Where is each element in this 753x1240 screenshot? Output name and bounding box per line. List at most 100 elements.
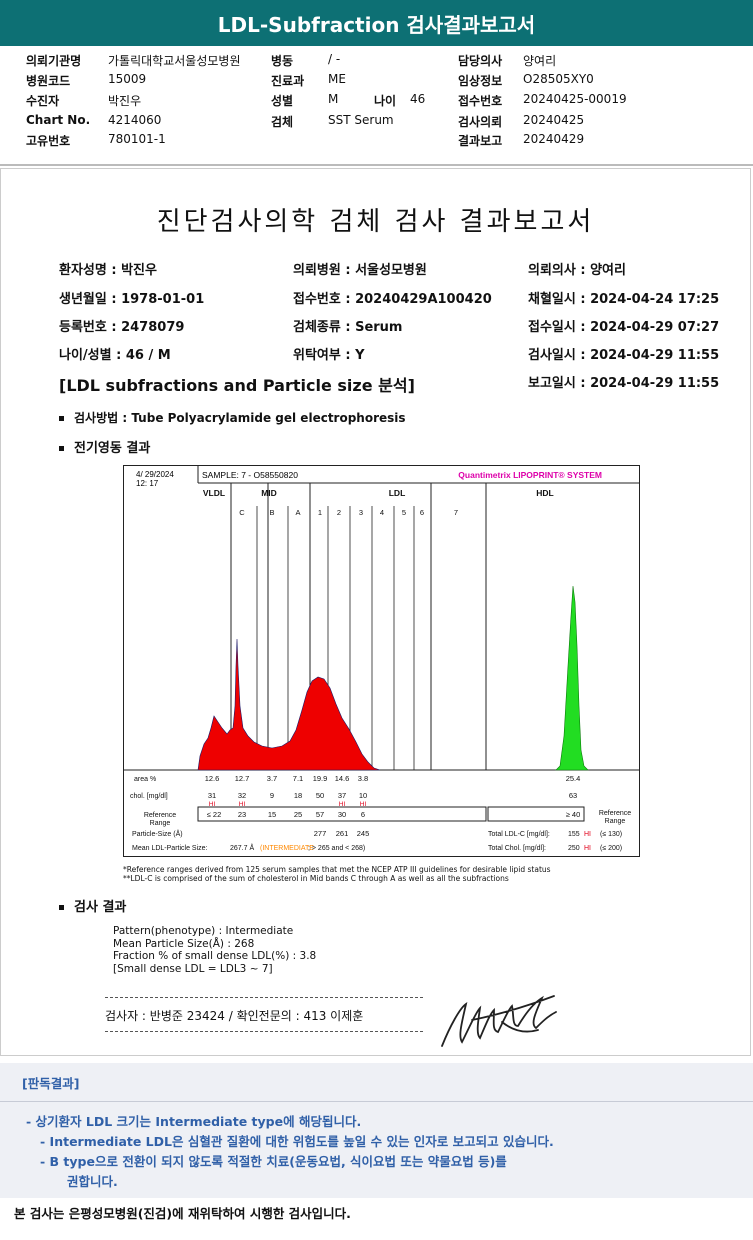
- info-draw-time: 채혈일시 : 2024-04-24 17:25: [528, 292, 720, 307]
- hdr-value: O28505XY0: [523, 72, 594, 86]
- info-receipt-no: 접수번호 : 20240429A100420: [293, 292, 492, 307]
- ref-box-hdl: [487, 806, 585, 822]
- bottom-note: 본 검사는 은평성모병원(진검)에 재위탁하여 시행한 검사입니다.: [14, 1206, 351, 1221]
- dashed-rule: [105, 1031, 423, 1032]
- info-receipt-time: 접수일시 : 2024-04-29 07:27: [528, 320, 720, 335]
- signer-line: 검사자 : 반병준 23424 / 확인전문의 : 413 이제훈: [105, 1009, 364, 1023]
- band-label: 1: [318, 508, 322, 517]
- method-text: 검사방법 : Tube Polyacrylamide gel electroph…: [74, 411, 406, 425]
- patient-header: 의뢰기관명 가톨릭대학교서울성모병원 병원코드 15009 수진자 박진우 Ch…: [0, 52, 753, 156]
- band-label: 2: [337, 508, 341, 517]
- footnote-1: *Reference ranges derived from 125 serum…: [123, 865, 551, 874]
- ref-box-ldl: [197, 806, 487, 822]
- total-ldl-value: 155: [568, 831, 580, 838]
- hdr-value: ME: [328, 72, 346, 86]
- area-value: 19.9: [313, 774, 328, 783]
- hdr-label: 의뢰기관명: [26, 54, 82, 68]
- right-ref-label: Reference: [599, 810, 631, 817]
- hi-flag: HI: [584, 831, 591, 838]
- ref-value: 57: [316, 810, 324, 819]
- area-value: 3.8: [358, 774, 368, 783]
- chart-brand: Quantimetrix LIPOPRINT® SYSTEM: [458, 470, 602, 480]
- lipoprint-chart: 4/ 29/2024 12: 17 SAMPLE: 7 - O58550820 …: [123, 465, 640, 857]
- hdr-value: / -: [328, 52, 341, 66]
- group-label: MID: [261, 488, 277, 498]
- hdr-label: 임상정보: [458, 74, 503, 88]
- psize-value: 245: [357, 829, 370, 838]
- area-value: 12.7: [235, 774, 250, 783]
- hdr-value: 가톨릭대학교서울성모병원: [108, 54, 241, 68]
- ref-value: ≤ 22: [207, 810, 222, 819]
- hdr-value: 15009: [108, 72, 147, 86]
- result-heading: 검사 결과: [59, 896, 126, 915]
- info-age-sex: 나이/성별 : 46 / M: [59, 348, 171, 363]
- result-line: [Small dense LDL = LDL3 ~ 7]: [113, 962, 273, 975]
- hdr-value: 20240425: [523, 113, 585, 127]
- hi-flag: HI: [584, 845, 591, 852]
- area-value: 14.6: [335, 774, 350, 783]
- band-label: 7: [454, 508, 458, 517]
- hdr-label: 결과보고: [458, 134, 503, 148]
- area-value: 3.7: [267, 774, 277, 783]
- document-title: 진단검사의학 검체 검사 결과보고서: [156, 207, 595, 237]
- hdr-value: 양여리: [523, 54, 557, 68]
- ref-value: 23: [238, 810, 246, 819]
- area-value: 12.6: [205, 774, 220, 783]
- band-label: 3: [359, 508, 363, 517]
- hdr-value: 20240425-00019: [523, 92, 627, 106]
- hi-flag: HI: [239, 801, 246, 808]
- band-label: C: [239, 508, 245, 517]
- area-label: area %: [134, 776, 156, 783]
- hdr-label: 접수번호: [458, 94, 503, 108]
- hdr-label: 담당의사: [458, 54, 503, 68]
- band-label: 5: [402, 508, 406, 517]
- interpretation-title: [판독결과]: [22, 1076, 80, 1091]
- chol-label: chol. [mg/dl]: [130, 793, 168, 800]
- chart-footnotes: *Reference ranges derived from 125 serum…: [123, 865, 551, 883]
- mean-label: Mean LDL-Particle Size:: [132, 845, 208, 852]
- area-value: 7.1: [293, 774, 303, 783]
- info-reg-no: 등록번호 : 2478079: [59, 320, 185, 335]
- chol-value: 10: [359, 791, 367, 800]
- chol-value: 50: [316, 791, 324, 800]
- divider: [0, 1101, 753, 1102]
- psize-value: 261: [336, 829, 349, 838]
- hi-flag: HI: [360, 801, 367, 808]
- chart-date: 4/ 29/2024: [136, 470, 174, 479]
- hi-flag: HI: [209, 801, 216, 808]
- ldl-curve: [197, 638, 381, 771]
- info-hospital: 의뢰병원 : 서울성모병원: [293, 263, 427, 278]
- info-consign: 위탁여부 : Y: [293, 348, 365, 363]
- bullet-icon: [59, 905, 64, 910]
- hdr-value: 박진우: [108, 94, 142, 108]
- mean-value: 267.7 Å: [230, 843, 254, 852]
- interpretation-line: - B type으로 전환이 되지 않도록 적절한 치료(운동요법, 식이요법 …: [40, 1154, 507, 1169]
- group-label: HDL: [536, 488, 553, 498]
- result-line: Fraction % of small dense LDL(%) : 3.8: [113, 950, 317, 962]
- info-birth: 생년월일 : 1978-01-01: [59, 292, 205, 307]
- ref-label: Range: [150, 820, 171, 827]
- chart-time: 12: 17: [136, 479, 159, 488]
- bullet-icon: [59, 416, 64, 421]
- hdr-label: 수진자: [26, 94, 60, 108]
- electro-heading: 전기영동 결과: [59, 437, 150, 456]
- result-summary: Pattern(phenotype) : Intermediate Mean P…: [113, 925, 316, 975]
- ref-value: 6: [361, 810, 365, 819]
- ref-value: 25: [294, 810, 302, 819]
- chart-sample: SAMPLE: 7 - O58550820: [202, 470, 298, 480]
- hdl-curve: [555, 585, 589, 771]
- total-ldl-label: Total LDL-C [mg/dl]:: [488, 831, 550, 838]
- bullet-icon: [59, 446, 64, 451]
- interpretation-line: 권합니다.: [67, 1174, 118, 1189]
- psize-label: Particle-Size (Å): [132, 829, 183, 838]
- result-line: Pattern(phenotype) : Intermediate: [113, 925, 294, 937]
- chol-value: 9: [270, 791, 274, 800]
- area-value: 25.4: [566, 774, 581, 783]
- interpretation-line: - Intermediate LDL은 심혈관 질환에 대한 위험도를 높일 수…: [40, 1134, 554, 1149]
- result-line: Mean Particle Size(Å) : 268: [113, 937, 255, 950]
- hdr-label: 병원코드: [26, 74, 71, 88]
- right-ref-label: Range: [605, 818, 626, 825]
- dashed-rule: [105, 997, 423, 998]
- hdr-label: Chart No.: [26, 113, 91, 127]
- hdr-label: 성별: [271, 94, 294, 108]
